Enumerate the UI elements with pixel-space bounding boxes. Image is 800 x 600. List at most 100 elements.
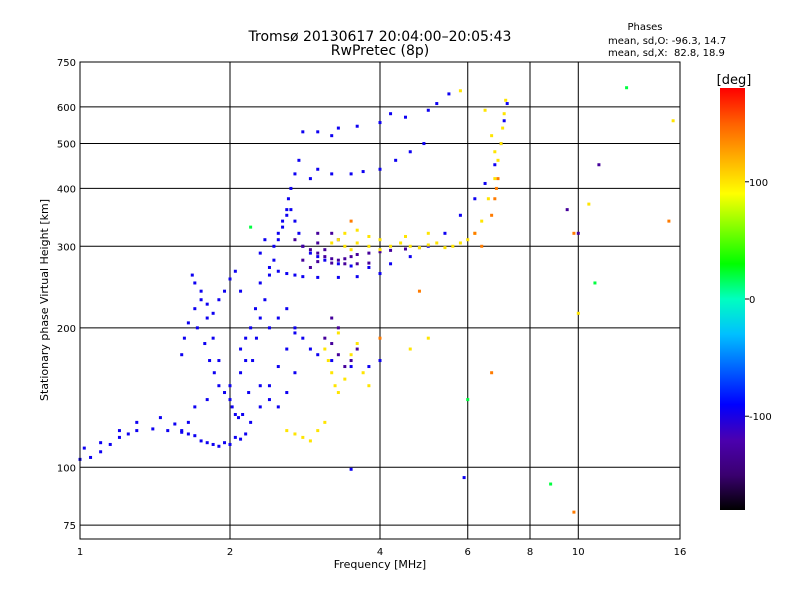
data-point <box>426 243 430 247</box>
data-point <box>486 197 490 201</box>
data-point <box>403 247 407 251</box>
data-point <box>267 398 271 402</box>
data-point <box>308 251 312 255</box>
data-point <box>502 119 506 123</box>
data-point <box>308 347 312 351</box>
data-point <box>195 326 199 330</box>
grid <box>80 62 680 539</box>
data-point <box>267 384 271 388</box>
data-point <box>336 353 340 357</box>
data-point <box>667 219 671 223</box>
data-point <box>233 269 237 273</box>
data-point <box>263 298 267 302</box>
data-point <box>426 336 430 340</box>
data-point <box>572 510 576 514</box>
data-point <box>466 398 470 402</box>
data-point <box>435 102 439 106</box>
data-point <box>399 241 403 245</box>
data-point <box>228 277 232 281</box>
data-point <box>378 250 382 254</box>
data-point <box>158 416 162 420</box>
data-point <box>117 429 121 433</box>
data-point <box>244 336 248 340</box>
data-point <box>593 281 597 285</box>
data-point <box>272 258 276 262</box>
data-point <box>480 244 484 248</box>
data-point <box>505 102 509 106</box>
data-point <box>501 126 505 130</box>
data-point <box>228 398 232 402</box>
data-point <box>330 316 334 320</box>
data-point <box>493 177 497 181</box>
data-point <box>343 244 347 248</box>
x-tick-label: 16 <box>674 547 687 558</box>
data-point <box>597 163 601 167</box>
data-point <box>239 371 243 375</box>
data-point <box>308 177 312 181</box>
data-point <box>82 446 86 450</box>
data-point <box>502 112 506 116</box>
data-point <box>217 384 221 388</box>
data-point <box>378 167 382 171</box>
data-point <box>336 275 340 279</box>
data-point <box>426 108 430 112</box>
data-point <box>316 260 320 264</box>
data-point <box>361 371 365 375</box>
data-point <box>173 422 177 426</box>
data-point <box>186 321 190 325</box>
data-point <box>389 244 393 248</box>
x-tick-label: 2 <box>227 547 233 558</box>
data-point <box>285 347 289 351</box>
data-point <box>297 231 301 235</box>
data-point <box>186 420 190 424</box>
data-point <box>267 265 271 269</box>
data-point <box>263 238 267 242</box>
data-point <box>349 248 353 252</box>
data-point <box>343 257 347 261</box>
data-point <box>285 213 289 217</box>
data-point <box>378 238 382 242</box>
data-point <box>289 186 293 190</box>
data-point <box>378 336 382 340</box>
data-point <box>239 347 243 351</box>
data-point <box>336 391 340 395</box>
data-point <box>323 336 327 340</box>
data-point <box>276 231 280 235</box>
data-point <box>323 420 327 424</box>
data-point <box>378 121 382 125</box>
data-point <box>99 441 103 445</box>
data-point <box>389 262 393 266</box>
data-point <box>249 420 253 424</box>
phase-stat-x: mean, sd,X: 82.8, 18.9 <box>608 48 725 59</box>
data-point <box>205 441 209 445</box>
data-point <box>330 231 334 235</box>
data-point <box>576 231 580 235</box>
data-point <box>241 412 245 416</box>
data-point <box>205 398 209 402</box>
data-point <box>330 172 334 176</box>
data-point <box>355 228 359 232</box>
data-point <box>308 265 312 269</box>
data-point <box>258 251 262 255</box>
data-point <box>355 262 359 266</box>
data-point <box>186 432 190 436</box>
data-point <box>286 197 290 201</box>
data-point <box>408 255 412 259</box>
data-point <box>228 384 232 388</box>
data-point <box>293 172 297 176</box>
x-tick-label: 10 <box>572 547 585 558</box>
data-point <box>367 365 371 369</box>
data-point <box>205 302 209 306</box>
data-point <box>301 336 305 340</box>
data-point <box>367 244 371 248</box>
data-point <box>233 412 237 416</box>
y-tick-label: 300 <box>57 242 76 253</box>
data-point <box>349 172 353 176</box>
data-point <box>285 391 289 395</box>
data-point <box>285 208 289 212</box>
data-point <box>293 331 297 335</box>
data-point <box>233 435 237 439</box>
data-point <box>336 238 340 242</box>
data-point <box>289 208 293 212</box>
data-point <box>217 298 221 302</box>
